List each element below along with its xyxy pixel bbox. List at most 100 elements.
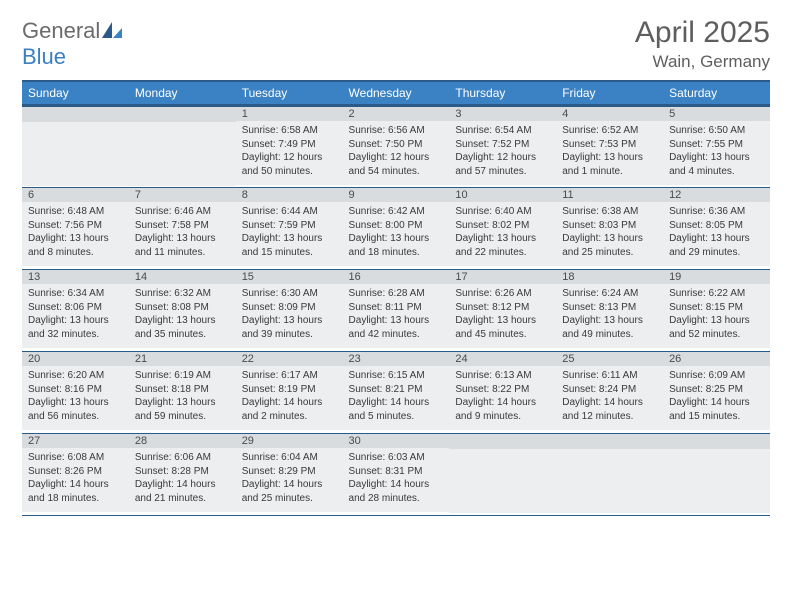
sunset-text: Sunset: 8:18 PM [135, 383, 230, 397]
day-number: 10 [449, 187, 556, 202]
calendar-cell [129, 105, 236, 187]
day-number-empty [129, 106, 236, 122]
calendar-row: 27Sunrise: 6:08 AMSunset: 8:26 PMDayligh… [22, 433, 770, 515]
day-number: 13 [22, 269, 129, 284]
calendar-cell [663, 433, 770, 515]
sunrise-text: Sunrise: 6:22 AM [669, 287, 764, 301]
sunset-text: Sunset: 7:50 PM [349, 138, 444, 152]
sunset-text: Sunset: 8:08 PM [135, 301, 230, 315]
sunrise-text: Sunrise: 6:56 AM [349, 124, 444, 138]
day-body: Sunrise: 6:36 AMSunset: 8:05 PMDaylight:… [663, 202, 770, 266]
sunrise-text: Sunrise: 6:03 AM [349, 451, 444, 465]
daylight-text: Daylight: 13 hours and 15 minutes. [242, 232, 337, 259]
weekday-header: Friday [556, 81, 663, 105]
calendar-cell: 25Sunrise: 6:11 AMSunset: 8:24 PMDayligh… [556, 351, 663, 433]
day-number: 20 [22, 351, 129, 366]
calendar-cell [556, 433, 663, 515]
daylight-text: Daylight: 13 hours and 35 minutes. [135, 314, 230, 341]
daylight-text: Daylight: 13 hours and 59 minutes. [135, 396, 230, 423]
daylight-text: Daylight: 14 hours and 18 minutes. [28, 478, 123, 505]
calendar-cell: 20Sunrise: 6:20 AMSunset: 8:16 PMDayligh… [22, 351, 129, 433]
day-number: 26 [663, 351, 770, 366]
sunset-text: Sunset: 7:56 PM [28, 219, 123, 233]
daylight-text: Daylight: 13 hours and 25 minutes. [562, 232, 657, 259]
sunrise-text: Sunrise: 6:13 AM [455, 369, 550, 383]
day-number: 14 [129, 269, 236, 284]
sunrise-text: Sunrise: 6:58 AM [242, 124, 337, 138]
day-body: Sunrise: 6:08 AMSunset: 8:26 PMDaylight:… [22, 448, 129, 512]
day-number: 5 [663, 106, 770, 121]
sunset-text: Sunset: 7:59 PM [242, 219, 337, 233]
day-body: Sunrise: 6:58 AMSunset: 7:49 PMDaylight:… [236, 121, 343, 185]
calendar-cell: 11Sunrise: 6:38 AMSunset: 8:03 PMDayligh… [556, 187, 663, 269]
day-body-empty [556, 449, 663, 513]
calendar-cell: 17Sunrise: 6:26 AMSunset: 8:12 PMDayligh… [449, 269, 556, 351]
sail-icon [102, 18, 122, 44]
day-body: Sunrise: 6:11 AMSunset: 8:24 PMDaylight:… [556, 366, 663, 430]
sunrise-text: Sunrise: 6:40 AM [455, 205, 550, 219]
sunrise-text: Sunrise: 6:11 AM [562, 369, 657, 383]
day-number: 1 [236, 106, 343, 121]
sunrise-text: Sunrise: 6:28 AM [349, 287, 444, 301]
day-body: Sunrise: 6:28 AMSunset: 8:11 PMDaylight:… [343, 284, 450, 348]
sunrise-text: Sunrise: 6:08 AM [28, 451, 123, 465]
daylight-text: Daylight: 13 hours and 18 minutes. [349, 232, 444, 259]
page-header: GeneralBlue April 2025 Wain, Germany [22, 18, 770, 72]
sunrise-text: Sunrise: 6:36 AM [669, 205, 764, 219]
sunrise-text: Sunrise: 6:54 AM [455, 124, 550, 138]
day-number-empty [556, 433, 663, 449]
sunset-text: Sunset: 8:09 PM [242, 301, 337, 315]
day-body: Sunrise: 6:32 AMSunset: 8:08 PMDaylight:… [129, 284, 236, 348]
calendar-cell: 13Sunrise: 6:34 AMSunset: 8:06 PMDayligh… [22, 269, 129, 351]
calendar-row: 6Sunrise: 6:48 AMSunset: 7:56 PMDaylight… [22, 187, 770, 269]
calendar-cell: 8Sunrise: 6:44 AMSunset: 7:59 PMDaylight… [236, 187, 343, 269]
day-body: Sunrise: 6:46 AMSunset: 7:58 PMDaylight:… [129, 202, 236, 266]
sunset-text: Sunset: 8:29 PM [242, 465, 337, 479]
day-body: Sunrise: 6:20 AMSunset: 8:16 PMDaylight:… [22, 366, 129, 430]
calendar-page: GeneralBlue April 2025 Wain, Germany Sun… [0, 0, 792, 534]
calendar-cell: 3Sunrise: 6:54 AMSunset: 7:52 PMDaylight… [449, 105, 556, 187]
calendar-cell: 29Sunrise: 6:04 AMSunset: 8:29 PMDayligh… [236, 433, 343, 515]
day-number: 2 [343, 106, 450, 121]
calendar-cell: 23Sunrise: 6:15 AMSunset: 8:21 PMDayligh… [343, 351, 450, 433]
day-number: 7 [129, 187, 236, 202]
daylight-text: Daylight: 13 hours and 49 minutes. [562, 314, 657, 341]
day-body: Sunrise: 6:17 AMSunset: 8:19 PMDaylight:… [236, 366, 343, 430]
daylight-text: Daylight: 13 hours and 11 minutes. [135, 232, 230, 259]
day-number: 27 [22, 433, 129, 448]
day-number: 29 [236, 433, 343, 448]
daylight-text: Daylight: 13 hours and 29 minutes. [669, 232, 764, 259]
day-number: 19 [663, 269, 770, 284]
title-block: April 2025 Wain, Germany [635, 18, 770, 72]
day-body: Sunrise: 6:42 AMSunset: 8:00 PMDaylight:… [343, 202, 450, 266]
calendar-cell: 12Sunrise: 6:36 AMSunset: 8:05 PMDayligh… [663, 187, 770, 269]
sunrise-text: Sunrise: 6:15 AM [349, 369, 444, 383]
daylight-text: Daylight: 12 hours and 54 minutes. [349, 151, 444, 178]
sunrise-text: Sunrise: 6:26 AM [455, 287, 550, 301]
daylight-text: Daylight: 14 hours and 9 minutes. [455, 396, 550, 423]
sunrise-text: Sunrise: 6:20 AM [28, 369, 123, 383]
daylight-text: Daylight: 13 hours and 22 minutes. [455, 232, 550, 259]
sunrise-text: Sunrise: 6:38 AM [562, 205, 657, 219]
daylight-text: Daylight: 12 hours and 57 minutes. [455, 151, 550, 178]
daylight-text: Daylight: 13 hours and 42 minutes. [349, 314, 444, 341]
sunset-text: Sunset: 7:52 PM [455, 138, 550, 152]
daylight-text: Daylight: 13 hours and 52 minutes. [669, 314, 764, 341]
sunset-text: Sunset: 8:05 PM [669, 219, 764, 233]
day-body: Sunrise: 6:19 AMSunset: 8:18 PMDaylight:… [129, 366, 236, 430]
sunrise-text: Sunrise: 6:52 AM [562, 124, 657, 138]
day-number-empty [663, 433, 770, 449]
day-body: Sunrise: 6:24 AMSunset: 8:13 PMDaylight:… [556, 284, 663, 348]
sunrise-text: Sunrise: 6:50 AM [669, 124, 764, 138]
day-number: 28 [129, 433, 236, 448]
calendar-cell: 24Sunrise: 6:13 AMSunset: 8:22 PMDayligh… [449, 351, 556, 433]
day-number: 6 [22, 187, 129, 202]
sunrise-text: Sunrise: 6:44 AM [242, 205, 337, 219]
calendar-cell: 28Sunrise: 6:06 AMSunset: 8:28 PMDayligh… [129, 433, 236, 515]
calendar-cell: 26Sunrise: 6:09 AMSunset: 8:25 PMDayligh… [663, 351, 770, 433]
day-body-empty [129, 122, 236, 186]
sunrise-text: Sunrise: 6:46 AM [135, 205, 230, 219]
calendar-cell: 2 Sunrise: 6:56 AMSunset: 7:50 PMDaylight… [343, 105, 450, 187]
weekday-header: Wednesday [343, 81, 450, 105]
daylight-text: Daylight: 13 hours and 1 minute. [562, 151, 657, 178]
